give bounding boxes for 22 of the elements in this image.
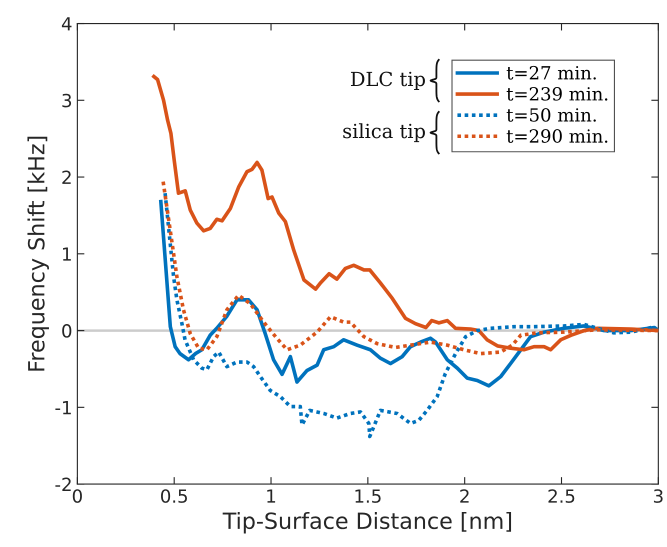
y-tick-label: 2 (62, 170, 71, 184)
x-tick-label: 1.5 (355, 490, 381, 503)
x-tick-label: 0 (72, 489, 82, 503)
y-tick-label: 3 (62, 94, 72, 108)
x-tick-label: 0.5 (161, 489, 187, 503)
y-tick-label: -1 (55, 401, 71, 414)
annotation: DLC tip (350, 72, 425, 90)
legend-label: t=239 min. (506, 87, 608, 101)
legend-label: t=27 min. (506, 66, 596, 80)
x-tick-label: 2.5 (548, 489, 574, 503)
y-axis-title: Frequency Shift [kHz] (27, 136, 49, 371)
x-tick-label: 1 (267, 490, 276, 503)
x-tick-label: 3 (654, 489, 663, 503)
legend-label: t=50 min. (506, 108, 596, 122)
y-tick-label: 0 (62, 324, 72, 338)
annotation: silica tip (343, 123, 425, 142)
legend-label: t=290 min. (506, 129, 608, 143)
x-axis-title: Tip-Surface Distance [nm] (222, 512, 512, 534)
y-tick-label: -2 (55, 478, 71, 491)
y-tick-label: 4 (62, 17, 72, 30)
x-tick-label: 2 (460, 489, 469, 503)
y-tick-label: 1 (63, 248, 71, 261)
